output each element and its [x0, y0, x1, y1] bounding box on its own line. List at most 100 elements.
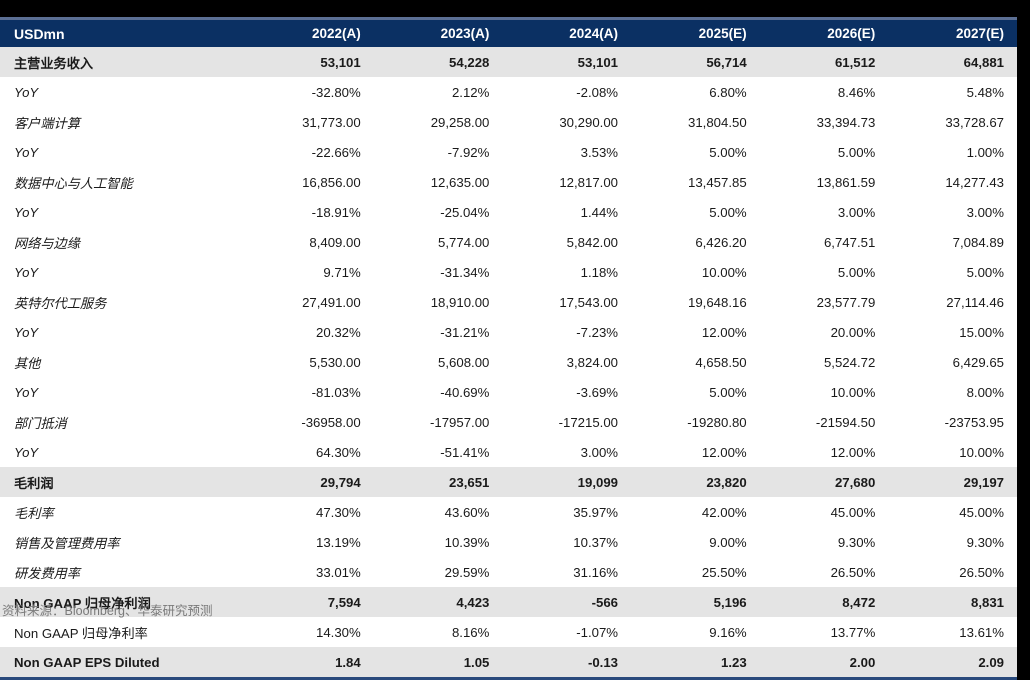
table-cell: 35.97% [502, 497, 632, 527]
financial-forecast-table: USDmn 2022(A) 2023(A) 2024(A) 2025(E) 20… [0, 20, 1017, 677]
table-cell: 1.18% [502, 257, 632, 287]
table-cell: 56,714 [631, 47, 760, 77]
table-header-row: USDmn 2022(A) 2023(A) 2024(A) 2025(E) 20… [0, 20, 1017, 47]
row-label: YoY [0, 377, 246, 407]
table-row: 研发费用率 33.01% 29.59% 31.16% 25.50% 26.50% 26.50… [0, 557, 1017, 587]
table-cell: 23,651 [373, 467, 503, 497]
table-cell: 18,910.00 [373, 287, 503, 317]
table-cell: 5.48% [888, 77, 1017, 107]
table-cell: 4,658.50 [631, 347, 760, 377]
table-cell: 19,648.16 [631, 287, 760, 317]
table-cell: 10.37% [502, 527, 632, 557]
table-cell: -51.41% [373, 437, 503, 467]
table-cell: 2.12% [373, 77, 503, 107]
table-cell: 45.00% [759, 497, 889, 527]
table-cell: 20.00% [759, 317, 889, 347]
table-cell: 29,258.00 [373, 107, 503, 137]
table-cell: 2.00 [759, 647, 889, 677]
table-cell: 14,277.43 [888, 167, 1017, 197]
financial-table-container: USDmn 2022(A) 2023(A) 2024(A) 2025(E) 20… [0, 17, 1017, 680]
table-cell: -22.66% [245, 137, 374, 167]
row-label: 部门抵消 [0, 407, 246, 437]
table-cell: -25.04% [373, 197, 503, 227]
table-cell: 12.00% [759, 437, 889, 467]
column-header-2024a: 2024(A) [502, 20, 632, 47]
column-header-unit: USDmn [0, 20, 246, 47]
row-label: YoY [0, 257, 246, 287]
table-cell: -17215.00 [502, 407, 632, 437]
table-cell: 10.39% [373, 527, 503, 557]
source-footnote: 资料来源：Bloomberg、华泰研究预测 [2, 604, 213, 618]
table-row: Non GAAP 归母净利润 7,594 4,423 -566 5,196 8,472 8,… [0, 587, 1017, 617]
table-cell: 45.00% [888, 497, 1017, 527]
row-label: 客户端计算 [0, 107, 246, 137]
row-label: 毛利润 [0, 467, 246, 497]
row-label: YoY [0, 317, 246, 347]
column-header-2025e: 2025(E) [631, 20, 760, 47]
table-cell: -32.80% [245, 77, 374, 107]
table-row: YoY 20.32% -31.21% -7.23% 12.00% 20.00% 15.00% [0, 317, 1017, 347]
table-cell: 8,831 [888, 587, 1017, 617]
table-cell: 27,491.00 [245, 287, 374, 317]
table-cell: 27,114.46 [888, 287, 1017, 317]
table-cell: 1.44% [502, 197, 632, 227]
table-cell: 5.00% [631, 137, 760, 167]
table-row: 英特尔代工服务 27,491.00 18,910.00 17,543.00 19,648… [0, 287, 1017, 317]
table-row: 网络与边缘 8,409.00 5,774.00 5,842.00 6,426.20 6,7… [0, 227, 1017, 257]
table-cell: 12,635.00 [373, 167, 503, 197]
table-cell: 26.50% [888, 557, 1017, 587]
table-row: 客户端计算 31,773.00 29,258.00 30,290.00 31,804.5… [0, 107, 1017, 137]
table-cell: -17957.00 [373, 407, 503, 437]
table-cell: 16,856.00 [245, 167, 374, 197]
table-cell: 13,457.85 [631, 167, 760, 197]
table-cell: -7.23% [502, 317, 632, 347]
table-cell: 3.00% [759, 197, 889, 227]
column-header-2027e: 2027(E) [888, 20, 1017, 47]
table-cell: 8,472 [759, 587, 889, 617]
table-cell: 12.00% [631, 437, 760, 467]
table-cell: 33,728.67 [888, 107, 1017, 137]
table-cell: 30,290.00 [502, 107, 632, 137]
table-row: YoY -81.03% -40.69% -3.69% 5.00% 10.00% 8.00% [0, 377, 1017, 407]
table-cell: 5,524.72 [759, 347, 889, 377]
table-cell: 23,577.79 [759, 287, 889, 317]
table-cell: 43.60% [373, 497, 503, 527]
table-row: YoY -18.91% -25.04% 1.44% 5.00% 3.00% 3.00% [0, 197, 1017, 227]
table-cell: 26.50% [759, 557, 889, 587]
table-cell: -21594.50 [759, 407, 889, 437]
table-cell: 2.09 [888, 647, 1017, 677]
table-cell: 29,794 [245, 467, 374, 497]
row-label: Non GAAP 归母净利润 [0, 587, 246, 617]
table-cell: 6,426.20 [631, 227, 760, 257]
table-cell: 47.30% [245, 497, 374, 527]
row-label: 其他 [0, 347, 246, 377]
table-cell: -40.69% [373, 377, 503, 407]
table-cell: 10.00% [759, 377, 889, 407]
table-cell: 61,512 [759, 47, 889, 77]
table-row: YoY -22.66% -7.92% 3.53% 5.00% 5.00% 1.00% [0, 137, 1017, 167]
table-cell: -23753.95 [888, 407, 1017, 437]
table-cell: -0.13 [502, 647, 632, 677]
screenshot-root: USDmn 2022(A) 2023(A) 2024(A) 2025(E) 20… [0, 17, 1017, 680]
row-label: Non GAAP EPS Diluted [0, 647, 246, 677]
table-cell: 53,101 [245, 47, 374, 77]
column-header-2026e: 2026(E) [759, 20, 889, 47]
table-cell: 4,423 [373, 587, 503, 617]
row-label: 英特尔代工服务 [0, 287, 246, 317]
table-cell: 9.00% [631, 527, 760, 557]
row-label: 毛利率 [0, 497, 246, 527]
table-cell: 9.30% [759, 527, 889, 557]
table-cell: 13.19% [245, 527, 374, 557]
table-cell: 8,409.00 [245, 227, 374, 257]
table-cell: 5.00% [631, 197, 760, 227]
table-cell: 5,774.00 [373, 227, 503, 257]
table-cell: 31,804.50 [631, 107, 760, 137]
table-row: 部门抵消 -36958.00 -17957.00 -17215.00 -19280.80… [0, 407, 1017, 437]
table-cell: 6.80% [631, 77, 760, 107]
table-row: 数据中心与人工智能 16,856.00 12,635.00 12,817.00 13,4… [0, 167, 1017, 197]
table-cell: 17,543.00 [502, 287, 632, 317]
table-cell: 20.32% [245, 317, 374, 347]
table-cell: 31.16% [502, 557, 632, 587]
table-cell: 8.00% [888, 377, 1017, 407]
column-header-2023a: 2023(A) [373, 20, 503, 47]
